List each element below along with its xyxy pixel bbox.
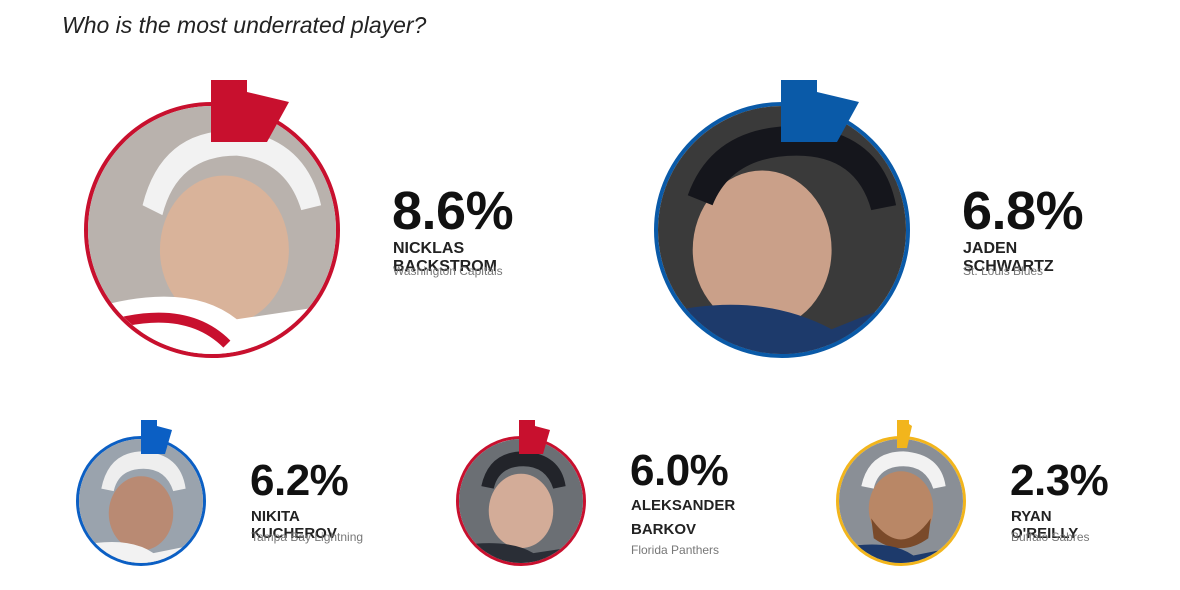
ribbon-flag-icon xyxy=(141,420,172,454)
player-photo-placeholder xyxy=(88,106,336,354)
player-photo-placeholder xyxy=(839,439,963,563)
ribbon-flag-icon xyxy=(781,80,859,142)
player-photo-placeholder xyxy=(459,439,583,563)
ribbon-flag-icon xyxy=(519,420,550,454)
player-name: ALEKSANDER BARKOV xyxy=(631,497,736,538)
team-name: Tampa Bay Lightning xyxy=(251,530,364,544)
team-name: Washington Capitals xyxy=(393,264,503,278)
player-name: NICKLAS BACKSTROM xyxy=(393,240,497,275)
player-photo xyxy=(456,436,586,566)
question-title: Who is the most underrated player? xyxy=(62,12,427,38)
percentage-value: 6.0% xyxy=(630,446,729,495)
ribbon-flag-icon xyxy=(211,80,289,142)
team-name: St. Louis Blues xyxy=(963,264,1044,278)
player-photo-placeholder xyxy=(658,106,906,354)
player-name: NIKITA KUCHEROV xyxy=(251,508,337,542)
player-photo xyxy=(76,436,206,566)
percentage-value: 8.6% xyxy=(392,181,514,241)
player-photo-placeholder xyxy=(79,439,203,563)
percentage-value: 6.8% xyxy=(962,181,1084,241)
player-photo xyxy=(836,436,966,566)
player-name: JADEN SCHWARTZ xyxy=(963,240,1054,275)
ribbon-flag-icon xyxy=(897,420,912,448)
player-name: RYAN O'REILLY xyxy=(1011,508,1079,542)
player-photo xyxy=(654,102,910,358)
percentage-value: 2.3% xyxy=(1010,456,1109,505)
team-name: Florida Panthers xyxy=(631,543,720,557)
team-name: Buffalo Sabres xyxy=(1011,530,1090,544)
percentage-value: 6.2% xyxy=(250,456,349,505)
player-photo xyxy=(84,102,340,358)
